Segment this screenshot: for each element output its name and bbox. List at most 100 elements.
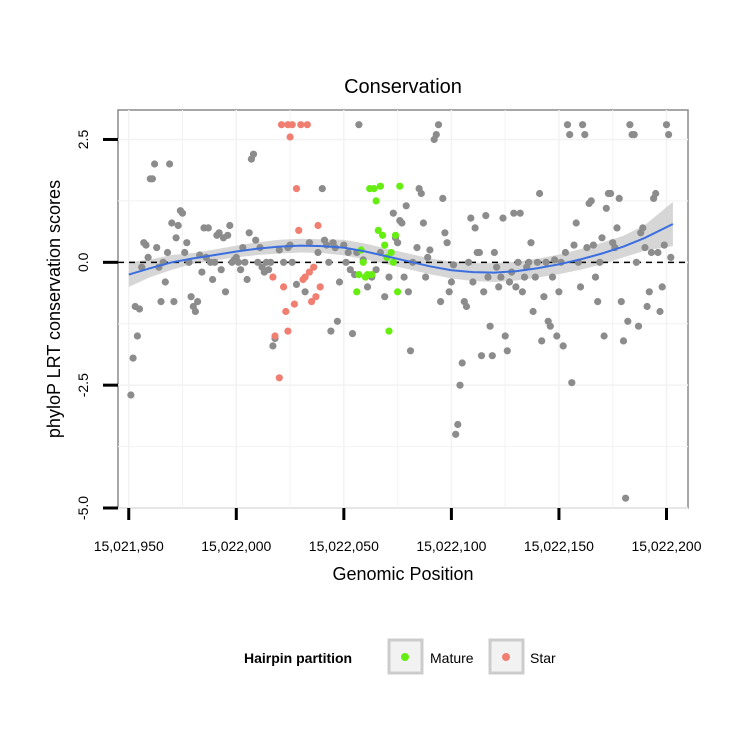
point-other	[363, 283, 372, 291]
point-star	[275, 374, 283, 382]
point-other	[607, 189, 615, 198]
point-other	[490, 248, 498, 257]
point-other	[443, 239, 451, 247]
point-other	[665, 131, 673, 139]
point-other	[660, 241, 668, 249]
point-other	[325, 258, 333, 266]
point-other	[563, 121, 572, 129]
point-other	[275, 246, 283, 254]
point-other	[546, 322, 554, 330]
point-other	[452, 430, 460, 438]
point-other	[622, 494, 630, 502]
point-other	[163, 248, 172, 257]
point-other	[514, 258, 522, 266]
point-other	[465, 258, 473, 266]
point-mature	[355, 271, 363, 279]
point-star	[295, 226, 303, 234]
point-other	[183, 239, 191, 247]
point-other	[432, 131, 440, 139]
point-other	[553, 332, 561, 340]
point-other	[335, 278, 344, 286]
point-other	[133, 332, 141, 340]
point-other	[587, 197, 595, 205]
point-other	[191, 307, 199, 316]
point-star	[316, 283, 324, 291]
point-mature	[387, 248, 395, 257]
x-tick-label: 15,022,100	[416, 538, 486, 554]
point-other	[561, 248, 570, 257]
point-other	[589, 241, 598, 249]
y-tick-label: 2.5	[75, 130, 91, 150]
point-star	[288, 121, 296, 129]
point-other	[501, 332, 509, 340]
point-other	[265, 266, 273, 274]
point-other	[566, 131, 574, 139]
point-other	[441, 229, 449, 237]
point-other	[632, 258, 641, 266]
point-other	[630, 131, 638, 139]
point-other	[510, 209, 518, 217]
legend: Hairpin partition Mature Star	[244, 638, 556, 675]
point-other	[475, 248, 483, 257]
point-other	[538, 337, 546, 345]
point-other	[292, 280, 301, 288]
point-other	[520, 273, 529, 281]
point-star	[312, 293, 320, 301]
point-other	[215, 229, 223, 237]
point-other	[581, 131, 589, 139]
point-other	[198, 268, 206, 276]
point-other	[647, 248, 656, 257]
point-other	[615, 194, 623, 202]
point-other	[598, 234, 606, 242]
point-other	[168, 219, 176, 227]
point-star	[290, 300, 298, 308]
point-other	[153, 244, 161, 252]
point-other	[568, 379, 576, 387]
point-other	[551, 256, 559, 264]
point-other	[404, 288, 412, 296]
point-other	[385, 273, 393, 281]
point-other	[426, 246, 434, 254]
point-other	[211, 258, 219, 266]
point-other	[144, 253, 152, 261]
point-other	[406, 347, 415, 355]
point-other	[499, 214, 507, 222]
point-other	[482, 212, 490, 220]
point-other	[654, 248, 662, 257]
point-other	[454, 420, 462, 429]
point-other	[613, 224, 621, 232]
point-other	[151, 160, 159, 168]
point-other	[389, 209, 397, 217]
point-other	[224, 231, 232, 239]
point-star	[277, 121, 286, 129]
point-other	[252, 236, 260, 244]
point-other	[413, 244, 421, 252]
point-other	[381, 293, 389, 301]
point-other	[555, 288, 563, 296]
smooth-trend-line	[128, 223, 674, 276]
point-star	[284, 327, 292, 335]
point-other	[512, 283, 520, 291]
point-other	[652, 189, 660, 198]
point-other	[400, 273, 408, 281]
point-other	[221, 288, 230, 296]
point-other	[488, 352, 496, 360]
point-other	[576, 283, 585, 291]
point-mature	[374, 226, 382, 234]
point-other	[243, 275, 251, 284]
point-other	[643, 302, 651, 311]
y-tick-label: -5.0	[75, 496, 91, 520]
point-star	[308, 298, 316, 306]
point-other	[394, 239, 402, 247]
point-other	[398, 219, 406, 227]
point-other	[447, 278, 455, 286]
point-other	[249, 150, 258, 158]
point-mature	[370, 185, 378, 193]
point-other	[267, 258, 275, 266]
point-other	[148, 175, 156, 183]
point-other	[516, 209, 524, 217]
point-other	[542, 258, 550, 266]
point-other	[314, 248, 322, 257]
point-other	[559, 342, 567, 350]
